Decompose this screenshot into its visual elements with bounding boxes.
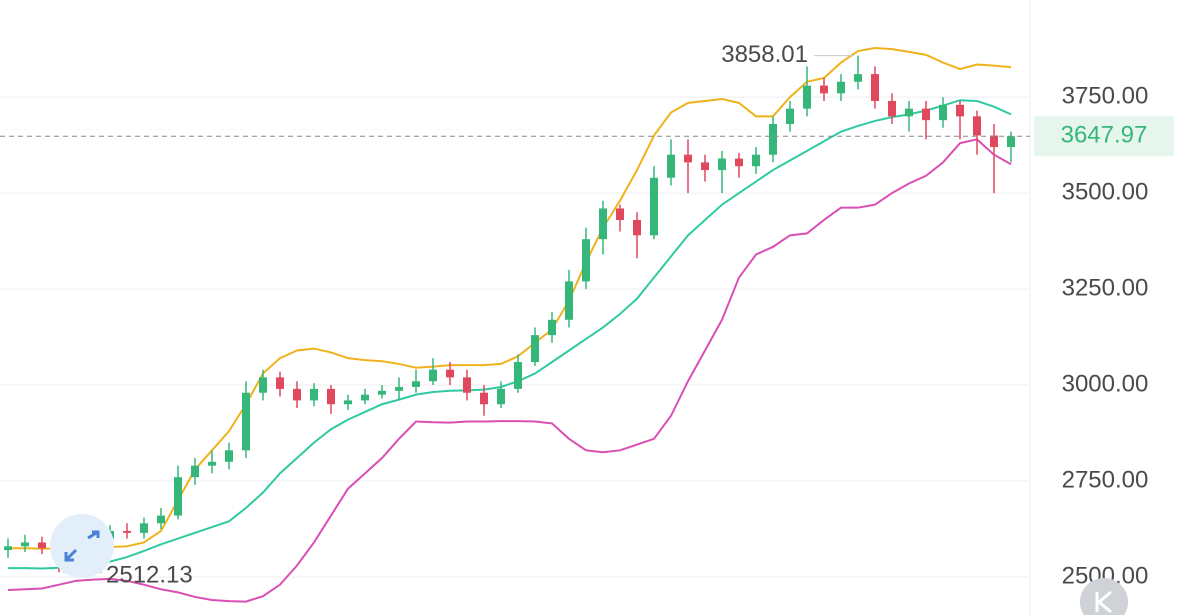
candle-body xyxy=(497,388,505,405)
y-tick-label: 3500.00 xyxy=(1062,178,1149,205)
candle-body xyxy=(463,377,471,393)
plot: 2500.002750.003000.003250.003500.003750.… xyxy=(0,41,1174,603)
candle-body xyxy=(922,108,930,121)
candle-body xyxy=(803,85,811,109)
candle-body xyxy=(837,81,845,94)
candle-body xyxy=(412,381,420,387)
candle-body xyxy=(854,74,862,82)
candle-body xyxy=(344,400,352,405)
candle-body xyxy=(582,239,590,282)
candle-body xyxy=(327,388,335,405)
last-price-label: 3647.97 xyxy=(1061,122,1148,149)
candle-body xyxy=(293,388,301,401)
last-price-bg xyxy=(1034,116,1174,157)
candle-body xyxy=(701,162,709,171)
candle-body xyxy=(395,386,403,391)
candle-body xyxy=(905,108,913,117)
candle-body xyxy=(650,177,658,236)
candle-body xyxy=(718,158,726,171)
candle-body xyxy=(633,219,641,236)
candle-body xyxy=(888,100,896,117)
candle-body xyxy=(990,135,998,148)
candle-body xyxy=(956,104,964,117)
band-line xyxy=(7,138,1012,603)
candle-body xyxy=(752,154,760,167)
candle-body xyxy=(735,158,743,167)
candle-body xyxy=(225,450,233,462)
candle-body xyxy=(446,369,454,378)
candle-body xyxy=(276,377,284,389)
y-tick-label: 3000.00 xyxy=(1062,370,1149,397)
y-tick-label: 3250.00 xyxy=(1062,274,1149,301)
candle-body xyxy=(174,477,182,516)
candle-body xyxy=(4,546,12,551)
candle-body xyxy=(820,85,828,94)
candle-body xyxy=(684,154,692,163)
band-line xyxy=(8,46,1012,550)
candle-body xyxy=(123,530,131,533)
candle-body xyxy=(310,388,318,401)
candle-body xyxy=(208,461,216,466)
candle-body xyxy=(769,123,777,155)
candle-body xyxy=(140,523,148,533)
y-tick-label: 2750.00 xyxy=(1062,466,1149,493)
candle-body xyxy=(939,104,947,121)
candle-body xyxy=(21,542,29,547)
candle-body xyxy=(531,335,539,363)
band-line xyxy=(8,99,1012,570)
fab-circle[interactable] xyxy=(50,514,114,578)
low-label: 2512.13 xyxy=(106,562,193,589)
candle-body xyxy=(616,208,624,220)
candle-body xyxy=(242,392,250,451)
candle-body xyxy=(667,154,675,178)
y-tick-label: 3750.00 xyxy=(1062,82,1149,109)
candle-body xyxy=(565,281,573,320)
candle-body xyxy=(548,319,556,336)
candle-body xyxy=(514,362,522,389)
candle-body xyxy=(38,542,46,549)
fab-icon xyxy=(64,530,100,562)
k-icon xyxy=(1095,590,1112,614)
candle-body xyxy=(157,515,165,524)
candle-body xyxy=(973,116,981,136)
candle-body xyxy=(429,369,437,382)
candle-body xyxy=(191,465,199,478)
candle-body xyxy=(378,390,386,395)
k-button[interactable] xyxy=(1080,578,1128,615)
high-label: 3858.01 xyxy=(721,41,808,68)
candle-body xyxy=(786,108,794,124)
candle-body xyxy=(361,394,369,401)
candle-body xyxy=(259,377,267,393)
candle-body xyxy=(480,392,488,405)
candle-body xyxy=(599,208,607,240)
candle-body xyxy=(1007,136,1015,148)
candle-body xyxy=(871,74,879,101)
fab-bg[interactable] xyxy=(50,514,114,578)
